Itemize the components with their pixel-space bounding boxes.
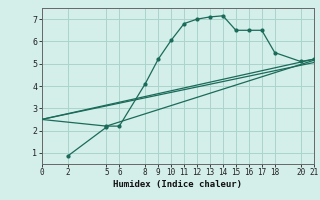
X-axis label: Humidex (Indice chaleur): Humidex (Indice chaleur) (113, 180, 242, 189)
